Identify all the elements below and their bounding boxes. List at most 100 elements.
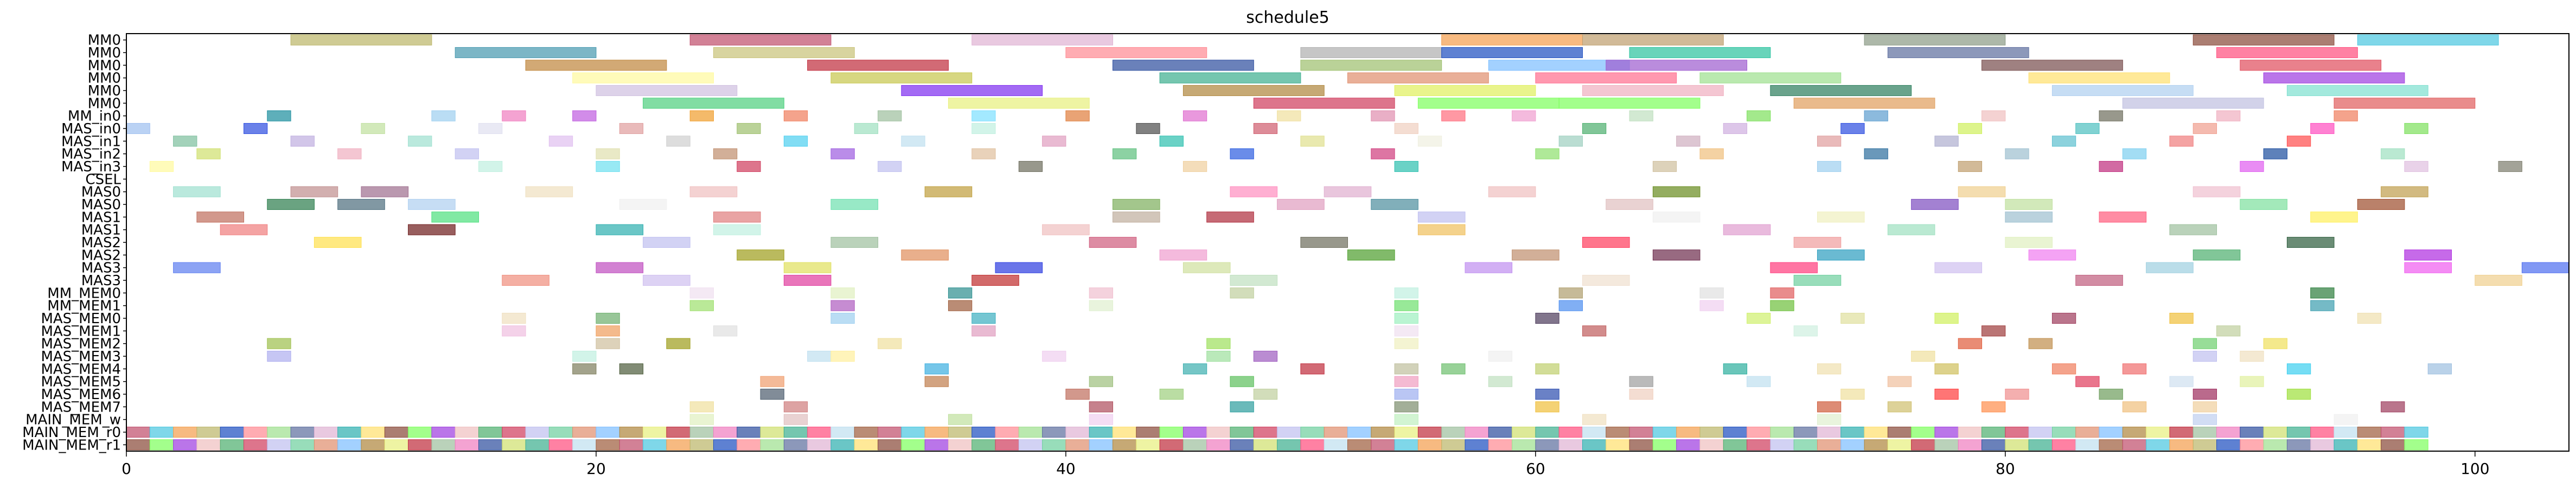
task-bar (1535, 72, 1677, 84)
task-bar (1934, 136, 1959, 147)
task-bar (2286, 388, 2311, 400)
task-bar (1606, 198, 1653, 210)
task-bar (878, 426, 902, 438)
task-bar (1300, 60, 1442, 71)
task-bar (901, 136, 925, 147)
task-bar (1864, 34, 2006, 46)
task-bar (2310, 123, 2335, 134)
task-bar (1300, 439, 1325, 451)
task-bar (1606, 60, 1748, 71)
task-bar (2169, 224, 2217, 235)
task-bar (2216, 439, 2241, 451)
task-bar (478, 426, 503, 438)
task-bar (1089, 439, 1114, 451)
task-bar (807, 350, 832, 362)
task-bar (267, 110, 291, 121)
row-label: MAS0 (81, 197, 121, 213)
task-bar (2381, 148, 2405, 159)
task-bar (1793, 98, 1935, 109)
task-bar (2169, 312, 2194, 324)
task-bar (1887, 439, 1912, 451)
task-bar (689, 401, 714, 413)
row-label: MAS_in1 (61, 133, 121, 150)
task-bar (2521, 262, 2569, 273)
task-bar (1089, 414, 1114, 425)
task-bar (666, 136, 691, 147)
task-bar (1817, 211, 1865, 223)
task-bar (1417, 439, 1442, 451)
task-bar (713, 439, 738, 451)
row-label: MAS1 (81, 222, 121, 239)
task-bar (1699, 300, 1724, 311)
task-bar (1417, 224, 1466, 235)
task-bar (1582, 34, 1724, 46)
y-axis-labels: MM0MM0MM0MM0MM0MM0MM_in0MAS_in0MAS_in1MA… (22, 33, 126, 453)
task-bar (1230, 426, 1254, 438)
task-bar (1253, 426, 1278, 438)
task-bar (2122, 148, 2147, 159)
task-bar (1465, 262, 1513, 273)
task-bar (1817, 414, 1842, 425)
task-bar (1864, 148, 1888, 159)
task-bar (2357, 439, 2382, 451)
task-bar (666, 426, 691, 438)
task-bar (1934, 426, 1959, 438)
task-bar (337, 426, 362, 438)
row-label: MAS3 (81, 273, 121, 289)
task-bar (290, 136, 315, 147)
task-bar (290, 34, 432, 46)
task-bar (2263, 426, 2287, 438)
task-bar (408, 136, 432, 147)
task-bar (196, 148, 221, 159)
task-bar (431, 439, 456, 451)
task-bar (220, 426, 244, 438)
task-bar (2240, 160, 2264, 172)
task-bar (1582, 274, 1630, 286)
task-bar (1535, 388, 1559, 400)
task-bar (572, 439, 597, 451)
task-bar (2404, 123, 2428, 134)
task-bar (408, 426, 432, 438)
task-bar (737, 426, 761, 438)
task-bar (1887, 426, 1912, 438)
row-label: MAS_in0 (61, 121, 121, 137)
task-bar (1770, 85, 1912, 97)
task-bar (924, 426, 949, 438)
task-bar (2310, 439, 2335, 451)
task-bar (1394, 414, 1418, 425)
task-bar (2193, 388, 2217, 400)
task-bar (572, 350, 597, 362)
task-bar (596, 85, 738, 97)
task-bar (783, 136, 808, 147)
task-bar (901, 249, 949, 261)
task-bar (2193, 249, 2241, 261)
task-bar (2122, 439, 2147, 451)
task-bar (1253, 350, 1278, 362)
task-bar (596, 325, 620, 337)
task-bar (1934, 363, 1959, 375)
task-bar (1840, 312, 1865, 324)
task-bar (2334, 439, 2358, 451)
task-bar (2427, 363, 2452, 375)
task-bar (2240, 376, 2264, 387)
task-bar (2193, 426, 2217, 438)
task-bar (783, 262, 832, 273)
task-bar (2099, 439, 2123, 451)
row-label: MM_MEM0 (47, 285, 121, 301)
task-bar (1018, 160, 1043, 172)
task-bar (431, 211, 479, 223)
task-bar (2005, 236, 2053, 248)
task-bar (689, 414, 714, 425)
task-bar (1747, 439, 1771, 451)
task-bar (1441, 110, 1466, 121)
task-bar (502, 439, 526, 451)
task-bar (2404, 262, 2452, 273)
task-bar (1394, 363, 1418, 375)
task-bar (1652, 249, 1701, 261)
task-bar (2146, 426, 2170, 438)
task-bar (2404, 160, 2428, 172)
task-bar (830, 312, 855, 324)
task-bar (1347, 426, 1372, 438)
task-bar (830, 426, 855, 438)
task-bar (1394, 426, 1418, 438)
